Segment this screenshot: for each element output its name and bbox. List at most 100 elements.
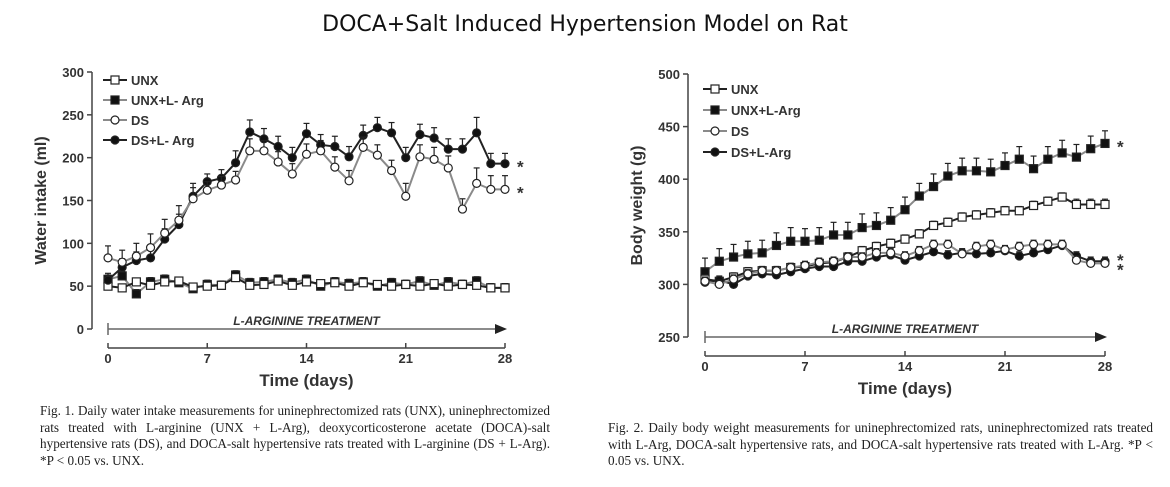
legend-ds-marker bbox=[710, 126, 720, 136]
x-tick-label: 14 bbox=[898, 359, 913, 374]
ds-data-point bbox=[1000, 245, 1010, 255]
x-tick-label: 0 bbox=[104, 351, 111, 366]
unx-l-arg-data-point bbox=[757, 248, 767, 258]
figure-1-caption-text: Daily water intake measurements for unin… bbox=[40, 403, 550, 468]
ds-data-point bbox=[145, 243, 156, 253]
unx-data-point bbox=[358, 278, 368, 288]
y-tick-label: 500 bbox=[658, 67, 680, 82]
y-tick-label: 100 bbox=[62, 236, 84, 251]
ds-data-point bbox=[273, 157, 283, 167]
legend-ds-l-arg-marker bbox=[710, 147, 720, 157]
unx-data-point bbox=[174, 276, 184, 286]
unx-l-arg-data-point bbox=[1071, 152, 1082, 162]
ds-data-point bbox=[1028, 239, 1039, 250]
x-tick-label: 7 bbox=[801, 359, 808, 374]
unx-data-point bbox=[273, 276, 283, 286]
unx-data-point bbox=[1000, 206, 1010, 216]
ds-data-point bbox=[1014, 241, 1024, 252]
ds-data-point bbox=[743, 269, 753, 279]
ds-data-point bbox=[429, 154, 439, 164]
unx-data-point bbox=[1057, 192, 1067, 202]
unx-data-point bbox=[386, 281, 397, 291]
unx-data-point bbox=[160, 277, 170, 287]
ds-l-arg-data-point bbox=[415, 129, 425, 140]
y-tick-label: 350 bbox=[658, 225, 680, 240]
x-axis-label: Time (days) bbox=[858, 379, 952, 398]
ds-data-point bbox=[457, 204, 468, 214]
ds-data-point bbox=[500, 184, 510, 194]
ds-data-point bbox=[415, 152, 425, 162]
legend-unx-l-arg-label: UNX+L-Arg bbox=[731, 103, 801, 118]
ds-l-arg-data-point bbox=[386, 128, 397, 138]
ds-data-point bbox=[372, 150, 382, 160]
y-tick-label: 250 bbox=[658, 330, 680, 345]
unx-data-point bbox=[415, 281, 425, 291]
unx-l-arg-data-point bbox=[828, 230, 839, 240]
ds-data-point bbox=[871, 248, 882, 258]
significance-star: * bbox=[1117, 261, 1124, 280]
figure-1-caption: Fig. 1. Daily water intake measurements … bbox=[40, 403, 550, 469]
unx-l-arg-data-point bbox=[786, 236, 796, 246]
y-tick-label: 300 bbox=[62, 65, 84, 80]
ds-data-point bbox=[943, 239, 953, 250]
unx-data-point bbox=[943, 217, 953, 227]
unx-data-point bbox=[117, 283, 127, 293]
ds-l-arg-data-point bbox=[145, 253, 156, 263]
unx-l-arg-data-point bbox=[843, 230, 853, 240]
unx-l-arg-data-point bbox=[914, 191, 924, 201]
unx-data-point bbox=[245, 280, 255, 290]
ds-data-point bbox=[786, 262, 796, 273]
unx-data-point bbox=[971, 210, 982, 220]
ds-data-point bbox=[259, 146, 269, 156]
unx-data-point bbox=[486, 283, 496, 293]
x-tick-label: 7 bbox=[204, 351, 211, 366]
figure-2-caption-text: Daily body weight measurements for unine… bbox=[608, 420, 1154, 468]
ds-data-point bbox=[814, 257, 824, 267]
unx-data-point bbox=[443, 281, 453, 291]
legend-ds-label: DS bbox=[131, 113, 149, 128]
legend-unx-l-arg-marker bbox=[710, 105, 720, 115]
x-tick-label: 0 bbox=[701, 359, 708, 374]
legend-unx-marker bbox=[710, 84, 720, 94]
ds-l-arg-data-point bbox=[457, 144, 468, 154]
unx-data-point bbox=[1028, 200, 1039, 211]
y-tick-label: 450 bbox=[658, 120, 680, 135]
ds-l-arg-data-point bbox=[344, 152, 354, 162]
unx-data-point bbox=[986, 208, 996, 218]
unx-l-arg-data-point bbox=[943, 171, 953, 181]
unx-l-arg-data-point bbox=[871, 220, 882, 231]
unx-data-point bbox=[914, 229, 924, 239]
ds-data-point bbox=[728, 274, 739, 284]
unx-data-point bbox=[188, 282, 198, 292]
ds-l-arg-data-point bbox=[330, 141, 340, 152]
ds-l-arg-data-point bbox=[943, 250, 953, 260]
unx-data-point bbox=[957, 212, 967, 222]
unx-data-point bbox=[401, 279, 411, 290]
unx-data-point bbox=[202, 281, 212, 291]
y-tick-label: 0 bbox=[77, 322, 84, 337]
ds-l-arg-data-point bbox=[443, 144, 453, 154]
ds-data-point bbox=[1057, 239, 1067, 250]
legend-unx-l-arg-marker bbox=[110, 95, 120, 105]
y-tick-label: 150 bbox=[62, 194, 84, 209]
treatment-arrow-head bbox=[1095, 332, 1107, 342]
unx-data-point bbox=[500, 283, 510, 293]
unx-data-point bbox=[216, 280, 227, 290]
unx-l-arg-data-point bbox=[743, 249, 753, 259]
ds-data-point bbox=[202, 185, 212, 195]
y-tick-label: 50 bbox=[70, 279, 84, 294]
ds-data-point bbox=[1100, 258, 1110, 268]
unx-data-point bbox=[316, 278, 326, 289]
ds-l-arg-data-point bbox=[401, 153, 411, 163]
x-tick-label: 14 bbox=[299, 351, 314, 366]
ds-data-point bbox=[914, 246, 924, 256]
ds-data-point bbox=[316, 146, 326, 156]
ds-l-arg-data-point bbox=[986, 248, 996, 258]
unx-l-arg-data-point bbox=[1000, 160, 1010, 171]
ds-l-arg-data-point bbox=[301, 129, 312, 139]
ds-data-point bbox=[358, 142, 368, 152]
unx-data-point bbox=[330, 278, 340, 288]
legend-unx-label: UNX bbox=[731, 82, 759, 97]
unx-l-arg-data-point bbox=[728, 252, 739, 262]
legend-unx-label: UNX bbox=[131, 73, 159, 88]
